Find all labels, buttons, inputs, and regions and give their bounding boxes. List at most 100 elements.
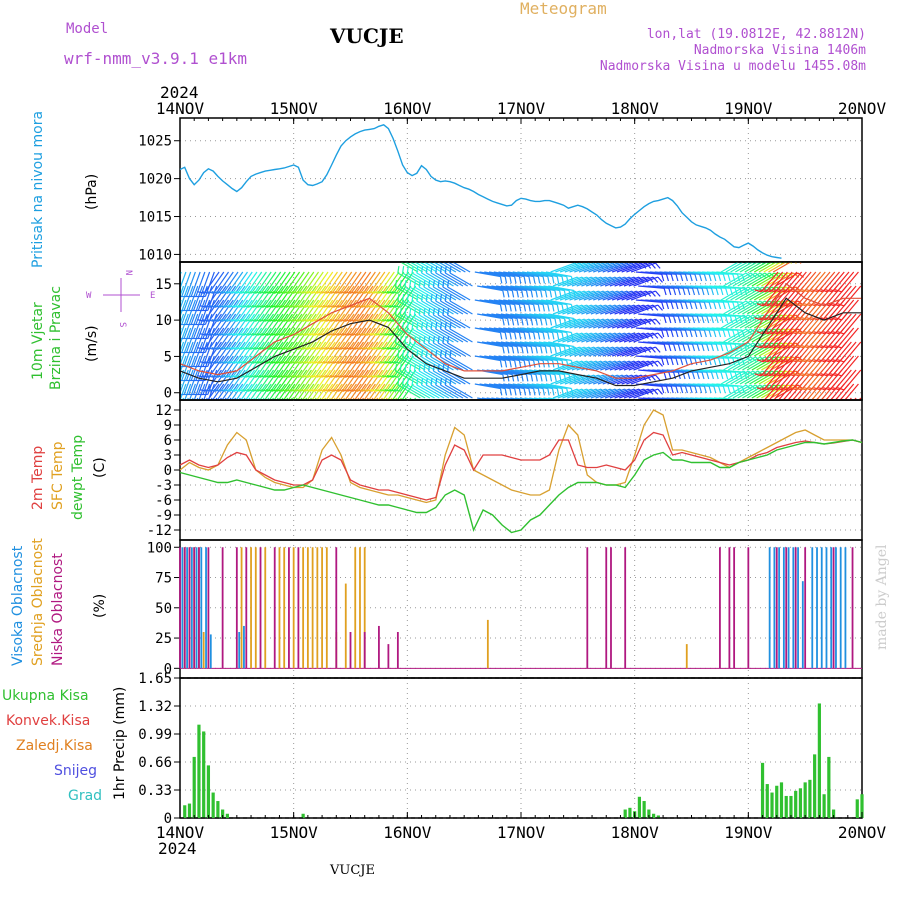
wind-barb (628, 388, 654, 399)
wind-barb-flag (726, 400, 728, 407)
wind-barb-flag (306, 404, 313, 406)
wind-barb-flag (503, 403, 504, 410)
wind-barb-flag (257, 418, 264, 420)
wind-barb (260, 327, 277, 350)
wind-barb (548, 313, 574, 320)
wind-barb (217, 299, 234, 322)
wind-barb (267, 341, 284, 364)
wind-barb (260, 355, 277, 378)
wind-barb (614, 276, 640, 287)
wind-barb (303, 271, 320, 294)
wind-barb-flag (320, 347, 328, 350)
low-cloud-bar (728, 547, 731, 669)
wind-barb-flag (370, 305, 378, 308)
wind-barb (411, 328, 435, 343)
wind-barb-flag (430, 293, 433, 302)
wind-barb (249, 383, 263, 400)
station-title: VUCJE (329, 24, 404, 48)
wind-barb-flag (287, 291, 295, 294)
wind-barb (614, 304, 640, 315)
wind-barb-flag (292, 404, 299, 406)
wind-barb-flag (249, 375, 257, 378)
wind-barb (272, 369, 289, 392)
wind-barb-flag (414, 252, 415, 259)
wind-barb-flag (521, 318, 524, 326)
wind-barb-flag (757, 416, 764, 418)
wind-barb-flag (204, 333, 212, 336)
wind-barb (529, 341, 555, 348)
wind-barb-flag (783, 402, 790, 404)
wind-barb (611, 290, 637, 301)
wind-barb (416, 384, 440, 399)
wind-barb (290, 397, 293, 400)
wind-barb-flag (242, 305, 250, 308)
wind-barb-flag (334, 375, 342, 378)
wind-barb (407, 300, 431, 315)
wind-barb-flag (703, 274, 707, 282)
wind-barb (359, 271, 376, 294)
wind-barb (345, 299, 362, 322)
wind-barb (474, 327, 501, 334)
wind-barb-flag (218, 305, 226, 308)
wind-barb-flag (325, 404, 332, 406)
wind-barb-flag (230, 347, 238, 350)
wind-barb-flag (251, 361, 259, 364)
wind-barb-flag (377, 319, 385, 322)
wind-barb (181, 271, 192, 297)
wind-barb-flag (773, 289, 781, 293)
wind-barb (787, 397, 791, 400)
wind-barb-flag (432, 363, 436, 372)
wind-barb-flag (393, 361, 401, 364)
precip-bar (794, 790, 798, 818)
model-name: wrf-nmm_v3.9.1 e1km (64, 49, 247, 68)
temp-ytick-label: 3 (164, 448, 172, 464)
temp-ytick-label: -12 (147, 523, 172, 539)
wind-barb-flag (432, 307, 436, 316)
low-cloud-bar (335, 547, 338, 669)
wind-barb (803, 271, 822, 293)
wind-barb-flag (394, 307, 398, 316)
wind-barb-flag (223, 305, 231, 308)
wind-barb-flag (358, 404, 365, 406)
wind-barb (324, 285, 341, 308)
wind-barb-flag (761, 387, 769, 391)
wind-barb-flag (299, 389, 307, 392)
wind-barb (720, 286, 744, 301)
wind-barb-flag (268, 319, 276, 322)
wind-barb (376, 341, 393, 364)
low-cloud-bar (207, 547, 210, 669)
wind-barb (267, 313, 284, 336)
wind-barb-flag (542, 332, 546, 340)
wind-barb-flag (280, 305, 288, 308)
wind-barb (444, 300, 469, 315)
wind-barb-flag (506, 346, 510, 354)
wind-barb (477, 285, 503, 292)
precip-label-conv: Konvek.Kisa (6, 713, 90, 729)
wind-barb (307, 299, 324, 322)
wind-barb-flag (397, 321, 400, 330)
wind-barb (184, 383, 192, 400)
wind-barb-flag (547, 304, 550, 312)
wind-barb (404, 370, 428, 385)
wind-barb (374, 327, 391, 350)
wind-barb-flag (437, 363, 440, 372)
wind-barb (581, 388, 607, 399)
wind-barb-flag (761, 359, 769, 363)
wind-barb-flag (720, 372, 724, 380)
wind-barb (484, 299, 511, 306)
wind-barb (329, 341, 346, 364)
wind-barb (533, 397, 549, 400)
low-cloud-bar (198, 547, 200, 669)
wind-barb (576, 304, 602, 315)
wind-barb (208, 327, 225, 350)
wind-barb-flag (230, 291, 238, 294)
wind-barb-flag (337, 418, 344, 420)
wind-barb (593, 346, 618, 357)
wind-barb (331, 355, 348, 378)
wind-barb (609, 388, 635, 399)
wind-barb-flag (815, 289, 823, 293)
wind-barb (355, 355, 372, 378)
wind-barb (425, 356, 450, 371)
wind-barb-flag (514, 360, 517, 368)
wind-barb (574, 290, 599, 301)
